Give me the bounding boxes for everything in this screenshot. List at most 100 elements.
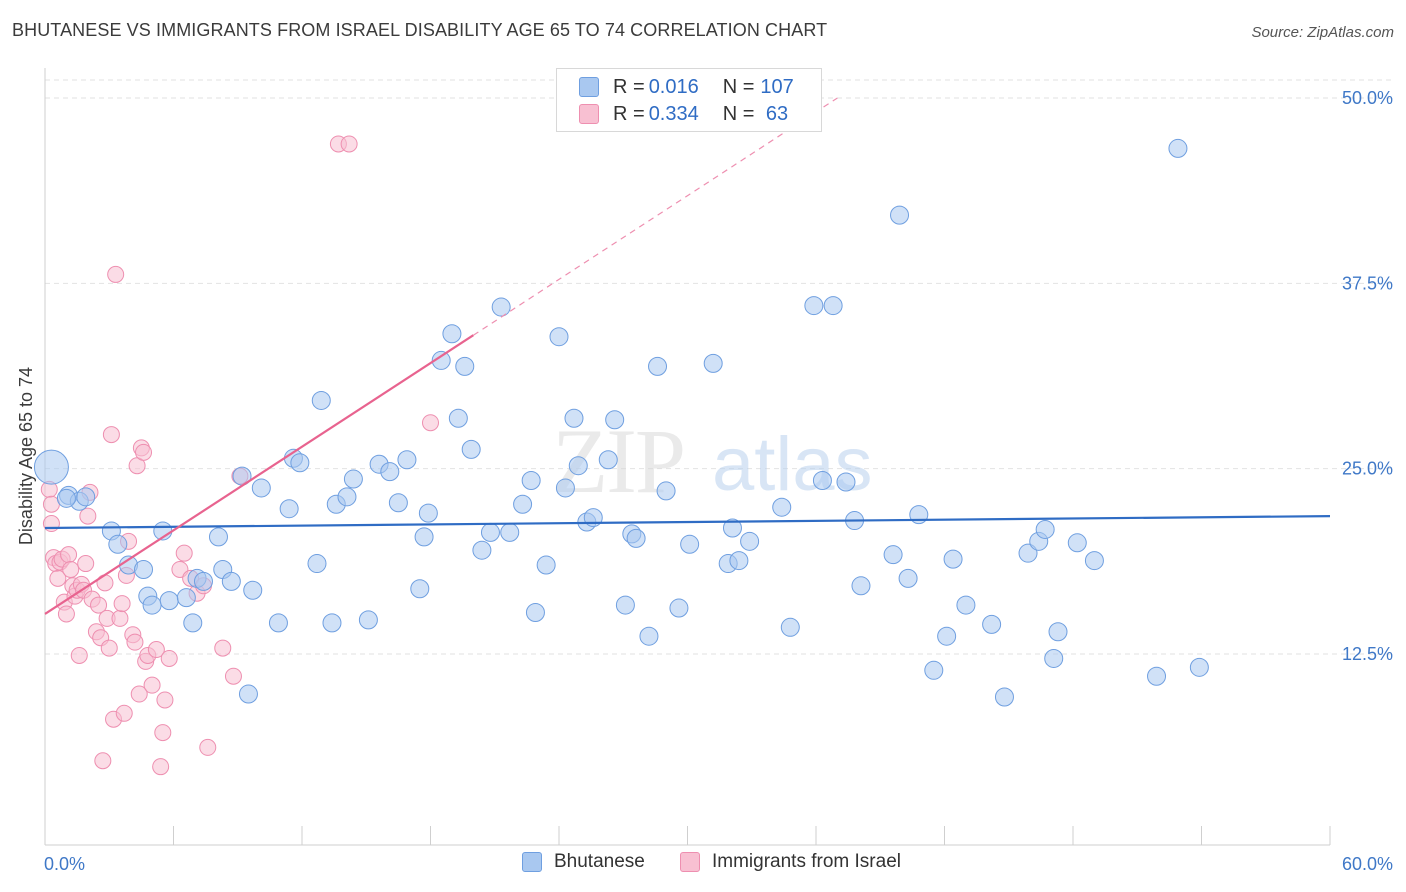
israel-point — [100, 639, 118, 657]
israel-point — [147, 641, 165, 659]
series-legend: Bhutanese Immigrants from Israel — [0, 851, 1406, 879]
legend-n-label: N = — [722, 102, 755, 125]
bhutanese-point — [431, 350, 451, 370]
israel-point — [175, 544, 193, 562]
bhutanese-point — [461, 439, 481, 459]
bhutanese-point — [722, 518, 742, 538]
israel-point — [70, 646, 88, 664]
bhutanese-point — [134, 559, 154, 579]
bhutanese-point — [525, 602, 545, 622]
bhutanese-point — [480, 522, 500, 542]
israel-point — [96, 574, 114, 592]
bhutanese-point — [268, 613, 288, 633]
legend-r-label: R = — [613, 102, 645, 125]
trend-lines — [44, 97, 1331, 615]
israel-point — [214, 639, 232, 657]
bhutanese-point — [142, 595, 162, 615]
y-tick-label: 25.0% — [1342, 459, 1393, 479]
israel-point — [79, 507, 97, 525]
legend-swatch-pink — [680, 852, 700, 872]
bhutanese-point — [898, 568, 918, 588]
legend-n-value: 107 — [760, 75, 794, 98]
legend-n-value: 63 — [760, 102, 789, 125]
legend-swatch-blue — [579, 77, 599, 97]
israel-point — [115, 704, 133, 722]
israel-point — [60, 546, 78, 564]
bhutanese-point — [442, 324, 462, 344]
bhutanese-point — [193, 571, 213, 591]
bhutanese-point — [924, 660, 944, 680]
bhutanese-point — [251, 478, 271, 498]
y-axis-title: Disability Age 65 to 74 — [16, 367, 36, 545]
bhutanese-point — [669, 598, 689, 618]
bhutanese-point — [605, 410, 625, 430]
israel-point — [422, 414, 439, 432]
y-tick-label: 12.5% — [1342, 644, 1393, 664]
bhutanese-point — [1067, 533, 1087, 553]
legend-swatch-blue — [522, 852, 542, 872]
bhutanese-point — [243, 580, 263, 600]
bhutanese-point — [176, 588, 196, 608]
legend-swatch-pink — [579, 104, 599, 124]
israel-points — [40, 135, 439, 776]
axis-labels: 12.5% 25.0% 37.5% 50.0% 0.0% 60.0% Disability … — [16, 88, 1393, 874]
bhutanese-point — [491, 297, 511, 317]
bhutanese-point — [703, 353, 723, 373]
israel-point — [77, 555, 95, 573]
bhutanese-point — [1048, 622, 1068, 642]
israel-point — [154, 724, 172, 742]
y-tick-label: 37.5% — [1342, 273, 1393, 293]
bhutanese-point — [183, 613, 203, 633]
bhutanese-point — [1147, 666, 1167, 686]
bhutanese-point — [397, 450, 417, 470]
bhutanese-point — [937, 626, 957, 646]
legend-label-bhutanese: Bhutanese — [554, 851, 645, 872]
bhutanese-point — [1189, 657, 1209, 677]
legend-r-value: 0.334 — [648, 102, 699, 125]
bhutanese-point — [883, 545, 903, 565]
bhutanese-point — [343, 469, 363, 489]
legend-item-bhutanese: Bhutanese — [522, 851, 645, 873]
bhutanese-point — [1084, 551, 1104, 571]
bhutanese-point — [448, 408, 468, 428]
bhutanese-point — [279, 499, 299, 519]
israel-point — [111, 609, 129, 627]
bhutanese-point — [804, 296, 824, 316]
bhutanese-point — [221, 571, 241, 591]
bhutanese-point — [851, 576, 871, 596]
israel-point — [49, 569, 67, 587]
israel-point — [340, 135, 358, 153]
watermark-atlas: atlas — [712, 422, 873, 507]
bhutanese-point — [1035, 519, 1055, 539]
legend-r-value: 0.016 — [648, 75, 699, 98]
israel-point — [126, 633, 144, 651]
bhutanese-point — [290, 453, 310, 473]
bhutanese-point — [337, 487, 357, 507]
bhutanese-point — [358, 610, 378, 630]
bhutanese-point — [108, 534, 128, 554]
bhutanese-point — [772, 497, 792, 517]
israel-point — [94, 752, 112, 770]
legend-r-label: R = — [613, 75, 645, 98]
israel-point — [160, 649, 178, 667]
israel-point — [62, 560, 80, 578]
bhutanese-point — [388, 493, 408, 513]
israel-point — [102, 426, 120, 444]
bhutanese-point — [322, 613, 342, 633]
bhutanese-point — [159, 591, 179, 611]
bhutanese-point — [521, 471, 541, 491]
bhutanese-point — [626, 528, 646, 548]
israel-point — [135, 443, 153, 461]
bhutanese-point — [549, 327, 569, 347]
bhutanese-point — [33, 449, 69, 485]
bhutanese-point — [943, 549, 963, 569]
bhutanese-point — [836, 472, 856, 492]
israel-point — [156, 691, 174, 709]
x-tick-label-min: 0.0% — [44, 854, 85, 874]
bhutanese-point — [982, 614, 1002, 634]
bhutanese-point — [956, 595, 976, 615]
bhutanese-point — [729, 551, 749, 571]
bhutanese-point — [890, 205, 910, 225]
bhutanese-point — [414, 527, 434, 547]
